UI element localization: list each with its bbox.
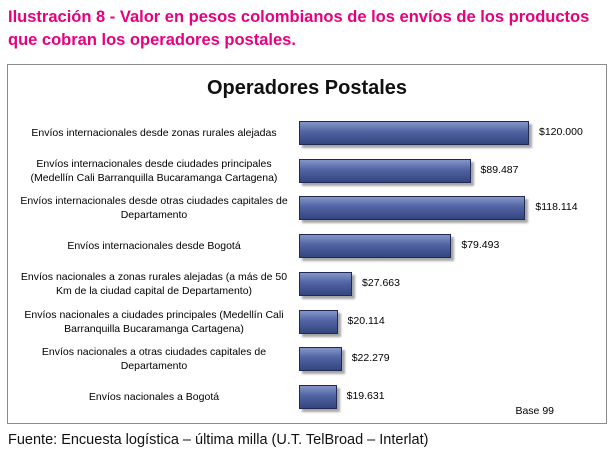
value-label: $118.114 [535,201,578,214]
bar [299,309,338,334]
category-label-line: Departamento [120,209,188,222]
caption-line-2: que cobran los operadores postales. [8,31,296,49]
chart-title: Operadores Postales [206,77,408,99]
category-label-line: Envíos internacionales desde otras ciuda… [20,195,288,208]
category-label: Envíos internacionales desde ciudades pr… [12,157,296,185]
category-label-line: Envíos nacionales a ciudades principales… [24,308,284,321]
source-note: Fuente: Encuesta logística – última mill… [8,432,429,448]
figure-caption: Ilustración 8 - Valor en pesos colombian… [8,6,606,52]
category-label: Envíos internacionales desde Bogotá [12,239,296,253]
category-label-line: Envíos nacionales a zonas rurales alejad… [20,270,288,283]
category-label-line: Barranquilla Bucaramanga Cartagena) [64,322,244,335]
category-label-line: Envíos nacionales a otras ciudades capit… [41,346,267,359]
chart-frame: Operadores Postales Base 99 Envíos inter… [7,64,607,424]
bar [299,158,471,183]
bar [299,196,526,221]
category-label-line: Envíos nacionales a Bogotá [88,390,220,403]
value-label: $89.487 [480,163,519,176]
caption-line-1: Ilustración 8 - Valor en pesos colombian… [8,8,590,26]
category-label: Envíos nacionales a ciudades principales… [12,308,296,336]
category-label-line: Km de la ciudad capital de Departamento) [55,284,253,297]
bar [299,384,337,409]
category-label: Envíos internacionales desde otras ciuda… [12,194,296,222]
bar [299,347,342,372]
value-label: $27.663 [362,276,400,289]
category-label-line: Envíos internacionales desde zonas rural… [31,127,277,139]
category-label: Envíos internacionales desde zonas rural… [12,126,296,140]
category-label: Envíos nacionales a zonas rurales alejad… [12,270,296,298]
category-label-line: Envíos internacionales desde ciudades pr… [36,157,272,170]
bar [299,121,529,145]
value-label: $19.631 [346,389,385,402]
value-label: $22.279 [351,352,390,365]
value-label: $79.493 [461,239,500,252]
category-label-line: Envíos internacionales desde Bogotá [67,240,241,253]
bar [299,234,452,259]
bar [299,271,353,296]
value-label: $20.114 [347,314,385,327]
category-label-line: Departamento [120,360,188,373]
category-label: Envíos nacionales a Bogotá [12,390,296,404]
base-note: Base 99 [515,405,554,417]
value-label: $120.000 [539,126,583,138]
category-label: Envíos nacionales a otras ciudades capit… [12,345,296,373]
category-label-line: (Medellín Cali Barranquilla Bucaramanga … [30,171,278,184]
